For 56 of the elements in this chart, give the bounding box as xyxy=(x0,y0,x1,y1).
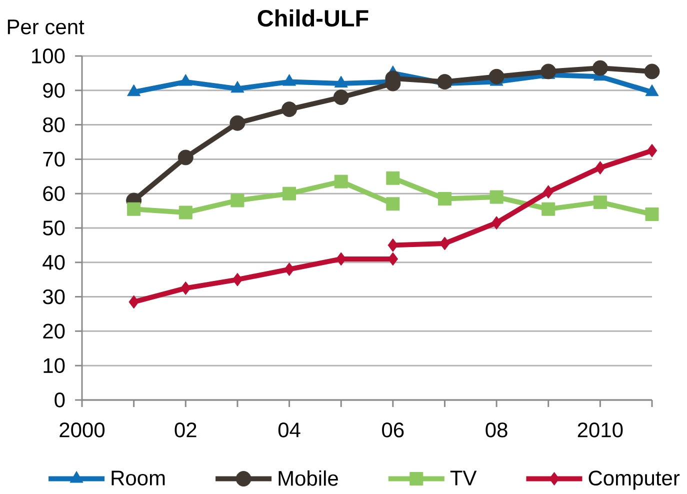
point xyxy=(490,190,504,204)
point xyxy=(595,161,606,175)
x-tick-label: 2010 xyxy=(578,422,623,438)
point xyxy=(386,171,400,185)
y-tick-label: 80 xyxy=(43,117,65,132)
legend-label: Mobile xyxy=(278,470,338,486)
point xyxy=(336,252,346,266)
x-tick-label: 2000 xyxy=(60,422,105,438)
point xyxy=(436,74,452,90)
point xyxy=(128,295,139,309)
legend-label: Computer xyxy=(588,470,680,490)
point xyxy=(388,252,398,266)
point xyxy=(646,144,658,158)
point xyxy=(542,202,556,216)
y-tick-label: 60 xyxy=(43,186,65,202)
y-tick-label: 90 xyxy=(43,82,65,98)
point xyxy=(592,60,608,76)
legend-label: Room xyxy=(112,470,165,486)
point xyxy=(230,194,244,208)
point xyxy=(178,206,192,220)
point xyxy=(540,64,556,80)
point xyxy=(488,68,504,84)
y-tick-label: 0 xyxy=(54,392,65,408)
point xyxy=(388,238,398,252)
chart-title: Child-ULF xyxy=(258,9,368,27)
point xyxy=(232,272,243,286)
y-tick-label: 70 xyxy=(43,152,65,167)
x-tick-label: 04 xyxy=(278,422,300,438)
point xyxy=(491,216,502,230)
x-tick-label: 08 xyxy=(486,422,508,438)
point xyxy=(178,150,194,166)
legend-label: TV xyxy=(450,470,477,486)
point xyxy=(282,102,298,118)
point xyxy=(543,185,554,199)
x-tick-label: 02 xyxy=(174,422,196,438)
point xyxy=(127,202,141,216)
y-tick-label: 50 xyxy=(43,220,65,236)
point xyxy=(645,207,659,221)
y-tick-label: 10 xyxy=(44,358,65,374)
point xyxy=(180,281,191,295)
point xyxy=(440,236,450,250)
y-tick-label: 30 xyxy=(42,289,65,304)
y-tick-label: 100 xyxy=(32,48,65,64)
y-tick-label: 20 xyxy=(43,324,65,339)
y-axis-title: Per cent xyxy=(8,20,84,34)
y-tick-label: 40 xyxy=(42,254,65,270)
point xyxy=(282,186,296,200)
x-tick-label: 06 xyxy=(382,422,404,438)
point xyxy=(386,197,400,211)
point xyxy=(593,195,607,209)
point xyxy=(230,115,246,131)
point xyxy=(284,262,294,276)
point xyxy=(334,174,348,188)
point xyxy=(644,64,660,80)
point xyxy=(438,192,452,206)
point xyxy=(333,90,349,106)
